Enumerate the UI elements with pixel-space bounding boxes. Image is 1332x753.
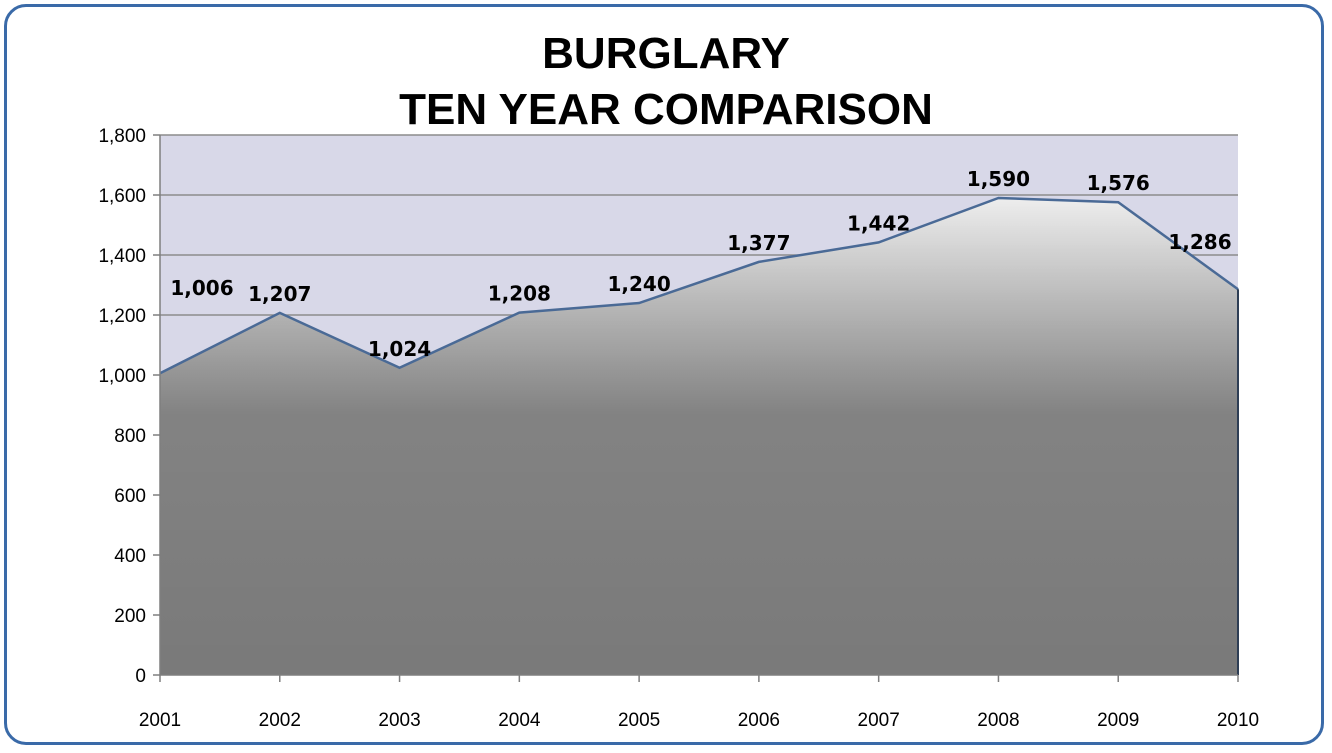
x-tick-label: 2010 (1217, 710, 1259, 731)
y-tick-label: 800 (114, 426, 146, 447)
x-tick-label: 2005 (618, 710, 660, 731)
x-tick-label: 2006 (738, 710, 780, 731)
y-tick-label: 400 (114, 546, 146, 567)
x-tick-label: 2003 (378, 710, 420, 731)
axes (153, 134, 1239, 682)
x-tick-label: 2004 (498, 710, 541, 731)
y-tick-label: 1,200 (98, 306, 146, 327)
y-tick-label: 200 (114, 606, 146, 627)
x-tick-label: 2001 (139, 710, 181, 731)
series-line (159, 196, 1239, 375)
data-label: 1,207 (248, 282, 311, 306)
chart-title-line-1: BURGLARY (542, 29, 790, 78)
y-tick-label: 1,800 (98, 126, 146, 147)
data-label: 1,442 (847, 211, 910, 235)
data-labels: 1,006 1,207 1,024 1,208 1,240 1,377 1,442 1,590… (170, 167, 1231, 361)
y-tick-label: 0 (135, 666, 146, 687)
y-tick-label: 1,600 (98, 186, 146, 207)
x-tick-label: 2008 (977, 710, 1019, 731)
x-tick-label: 2002 (259, 710, 301, 731)
y-tick-label: 600 (114, 486, 146, 507)
x-tick-label: 2009 (1097, 710, 1139, 731)
chart-title-line-2: TEN YEAR COMPARISON (399, 85, 933, 134)
data-label: 1,377 (727, 231, 790, 255)
data-label: 1,006 (170, 276, 233, 300)
area-series (159, 196, 1239, 675)
y-axis-tick-labels: 0 200 400 600 800 1,000 1,200 1,400 1,600 1,800 (98, 126, 146, 687)
data-label: 1,240 (607, 272, 670, 296)
area-shade (160, 198, 1238, 675)
data-label: 1,208 (488, 282, 551, 306)
data-label: 1,590 (967, 167, 1030, 191)
y-tick-label: 1,000 (98, 366, 146, 387)
data-label: 1,024 (368, 337, 431, 361)
data-label: 1,286 (1168, 230, 1231, 254)
data-label: 1,576 (1087, 171, 1150, 195)
y-tick-label: 1,400 (98, 246, 146, 267)
x-axis-tick-labels: 2001 2002 2003 2004 2005 2006 2007 2008 2009 2010 (139, 710, 1259, 731)
x-tick-label: 2007 (858, 710, 900, 731)
